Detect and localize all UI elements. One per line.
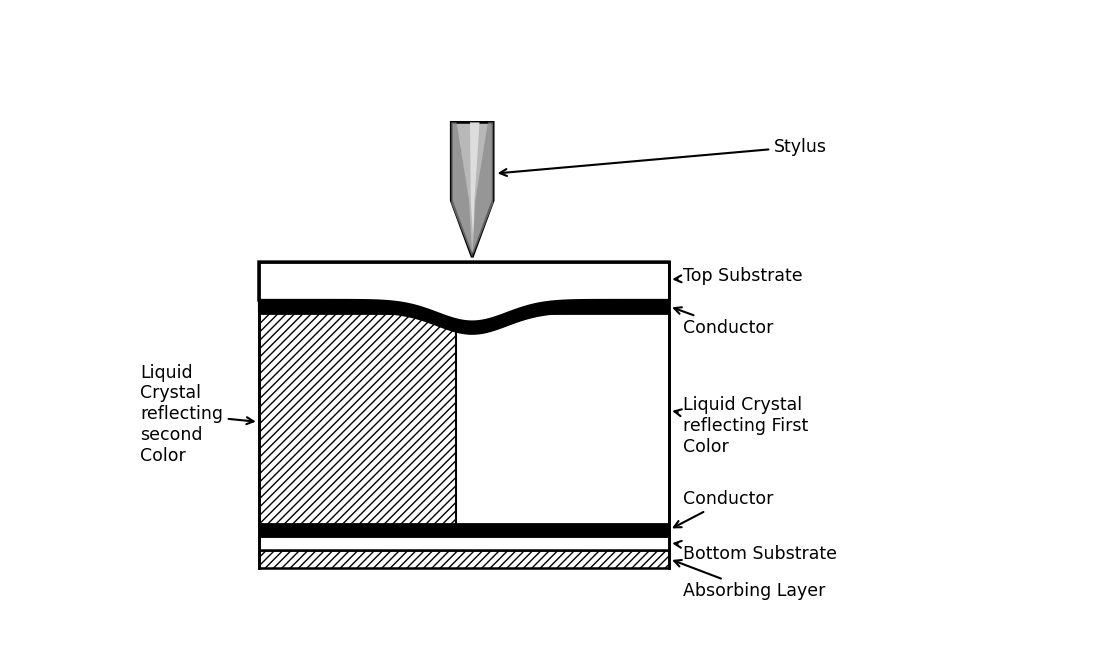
- Text: Liquid
Crystal
reflecting
second
Color: Liquid Crystal reflecting second Color: [140, 364, 254, 465]
- Text: Stylus: Stylus: [500, 137, 827, 176]
- Polygon shape: [451, 122, 472, 257]
- Bar: [258, 524, 669, 536]
- Polygon shape: [469, 122, 480, 240]
- Bar: [258, 550, 669, 568]
- Text: Bottom Substrate: Bottom Substrate: [675, 541, 838, 563]
- Polygon shape: [472, 122, 493, 257]
- Polygon shape: [451, 122, 493, 257]
- Text: Liquid Crystal
reflecting First
Color: Liquid Crystal reflecting First Color: [675, 396, 809, 456]
- Text: Top Substrate: Top Substrate: [675, 267, 803, 284]
- Bar: [258, 536, 669, 550]
- Text: Conductor: Conductor: [674, 490, 773, 527]
- Bar: [258, 313, 669, 524]
- Bar: [258, 550, 669, 568]
- Polygon shape: [258, 262, 669, 322]
- Text: Absorbing Layer: Absorbing Layer: [674, 560, 825, 600]
- Polygon shape: [258, 300, 669, 334]
- Text: Conductor: Conductor: [674, 307, 773, 337]
- Bar: [258, 313, 455, 524]
